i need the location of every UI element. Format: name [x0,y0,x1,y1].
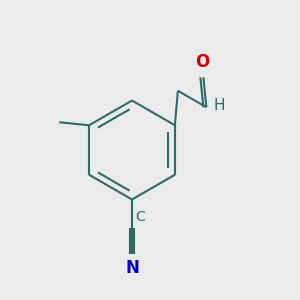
Text: C: C [136,210,145,224]
Text: H: H [214,98,225,113]
Text: O: O [195,53,209,70]
Text: N: N [125,259,139,277]
